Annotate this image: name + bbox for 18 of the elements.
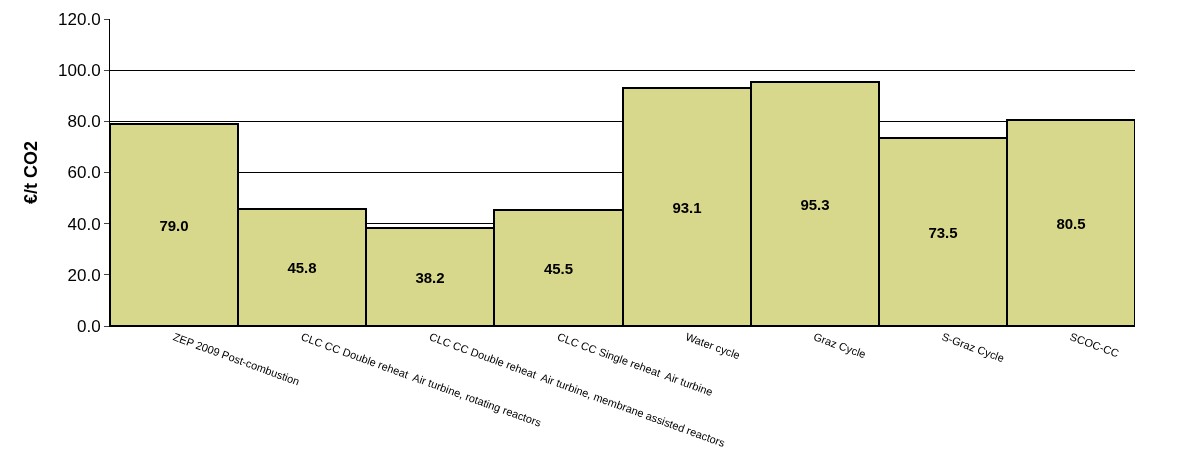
data-label: 79.0 <box>159 216 189 234</box>
data-label: 38.2 <box>415 268 445 286</box>
data-label: 73.5 <box>928 223 958 241</box>
data-label: 93.1 <box>672 198 702 216</box>
data-label: 45.5 <box>543 259 574 277</box>
y-tick-label: 40.0 <box>67 214 101 234</box>
y-tick-label: 0.0 <box>76 316 101 336</box>
data-label: 80.5 <box>1056 214 1086 232</box>
y-axis-title: €/t CO2 <box>21 140 42 205</box>
data-label: 95.3 <box>800 195 830 213</box>
y-tick-label: 120.0 <box>58 9 101 29</box>
data-label: 45.8 <box>287 259 317 276</box>
x-tick-label: Water cycle <box>683 330 742 362</box>
y-tick-label: 60.0 <box>67 163 101 183</box>
y-tick-label: 80.0 <box>67 112 101 132</box>
x-tick-label: Graz Cycle <box>812 330 868 361</box>
y-tick-label: 20.0 <box>67 265 101 285</box>
y-tick-label: 100.0 <box>58 61 101 81</box>
